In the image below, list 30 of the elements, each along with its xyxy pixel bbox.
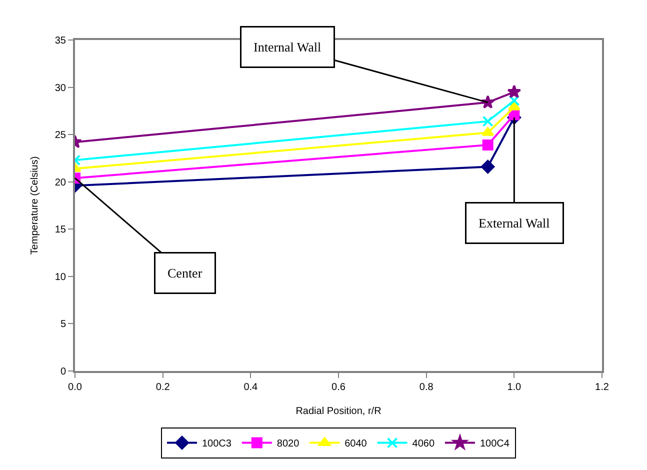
annotation: External Wall [478, 216, 550, 230]
legend-label: 6040 [344, 438, 368, 450]
x-tick-label: 0.4 [244, 382, 258, 393]
annotation: Internal Wall [254, 40, 322, 54]
x-axis-title: Radial Position, r/R [296, 406, 382, 417]
y-tick-label: 0 [60, 366, 66, 378]
x-tick-label: 0.2 [156, 382, 170, 393]
legend-label: 100C3 [202, 438, 232, 450]
y-tick-label: 35 [54, 36, 66, 46]
y-axis-title: Temperature (Celsius) [29, 156, 40, 255]
x-tick-label: 1.2 [595, 382, 610, 393]
legend-label: 100C4 [480, 438, 510, 450]
y-tick-label: 25 [54, 130, 66, 142]
y-tick-label: 10 [54, 272, 66, 283]
x-tick-label: 0.0 [68, 382, 82, 393]
y-tick-label: 5 [60, 319, 66, 330]
annotation: Center [168, 266, 203, 280]
point [482, 116, 494, 127]
x-tick-label: 0.8 [419, 382, 434, 393]
point [480, 160, 495, 174]
point [507, 84, 522, 98]
y-tick-label: 30 [54, 82, 66, 94]
x-tick-label: 1.0 [507, 382, 522, 393]
x-tick-label: 0.6 [332, 382, 346, 393]
y-tick-label: 20 [54, 177, 66, 188]
point [508, 95, 520, 106]
y-tick-label: 15 [54, 224, 66, 236]
legend-label: 8020 [276, 438, 300, 450]
legend-label: 4060 [412, 438, 435, 450]
point [482, 139, 494, 150]
